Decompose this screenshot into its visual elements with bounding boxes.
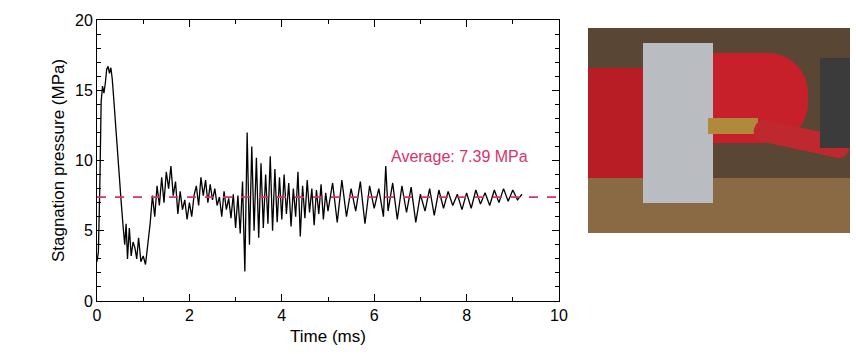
svg-text:2: 2 bbox=[185, 307, 194, 324]
svg-text:5: 5 bbox=[84, 222, 93, 239]
svg-text:0: 0 bbox=[84, 293, 93, 310]
svg-text:0: 0 bbox=[93, 307, 102, 324]
svg-text:Time (ms): Time (ms) bbox=[290, 327, 366, 346]
svg-text:15: 15 bbox=[75, 82, 93, 99]
svg-text:10: 10 bbox=[550, 307, 568, 324]
svg-text:6: 6 bbox=[370, 307, 379, 324]
svg-text:20: 20 bbox=[75, 12, 93, 29]
svg-text:Average: 7.39 MPa: Average: 7.39 MPa bbox=[391, 148, 528, 165]
svg-text:8: 8 bbox=[462, 307, 471, 324]
svg-text:Stagnation pressure (MPa): Stagnation pressure (MPa) bbox=[49, 59, 68, 262]
svg-text:4: 4 bbox=[277, 307, 286, 324]
svg-text:10: 10 bbox=[75, 152, 93, 169]
